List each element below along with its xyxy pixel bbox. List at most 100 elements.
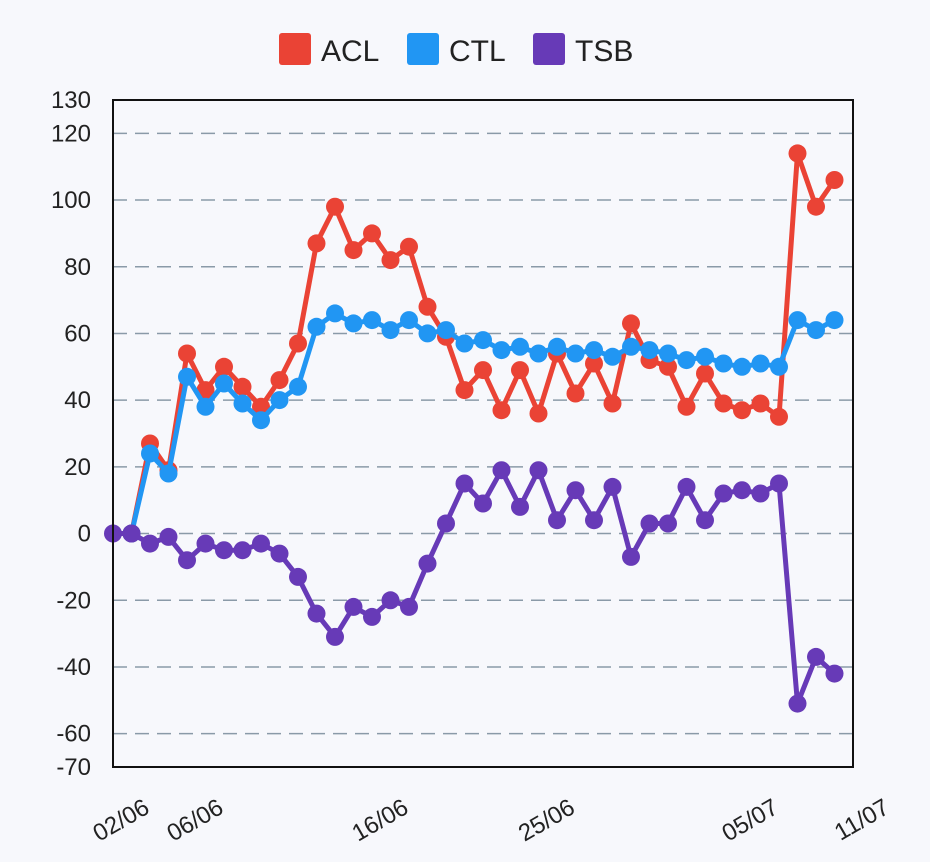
data-point-ctl[interactable] (400, 311, 418, 330)
data-point-acl[interactable] (400, 237, 418, 256)
data-point-acl[interactable] (474, 361, 492, 380)
data-point-tsb[interactable] (122, 524, 141, 543)
data-point-tsb[interactable] (640, 514, 659, 533)
data-point-ctl[interactable] (825, 311, 844, 330)
data-point-ctl[interactable] (788, 311, 807, 330)
data-point-tsb[interactable] (548, 511, 566, 530)
data-point-ctl[interactable] (215, 374, 233, 393)
data-point-acl[interactable] (751, 394, 770, 413)
data-point-acl[interactable] (326, 197, 344, 216)
data-point-ctl[interactable] (603, 347, 622, 366)
data-point-acl[interactable] (492, 401, 511, 420)
data-point-tsb[interactable] (381, 591, 400, 610)
data-point-acl[interactable] (585, 354, 603, 373)
data-point-acl[interactable] (344, 241, 363, 260)
legend-item-ctl[interactable]: CTL (407, 33, 506, 68)
data-point-ctl[interactable] (344, 314, 363, 333)
data-point-acl[interactable] (215, 357, 233, 376)
data-point-ctl[interactable] (566, 344, 585, 363)
data-point-ctl[interactable] (548, 337, 566, 356)
data-point-tsb[interactable] (677, 477, 696, 496)
data-point-ctl[interactable] (511, 337, 529, 356)
data-point-ctl[interactable] (418, 324, 437, 343)
data-point-acl[interactable] (252, 397, 270, 416)
legend-item-tsb[interactable]: TSB (533, 33, 633, 68)
data-point-acl[interactable] (677, 397, 696, 416)
data-point-acl[interactable] (381, 251, 400, 270)
data-point-acl[interactable] (696, 364, 714, 383)
data-point-acl[interactable] (603, 394, 622, 413)
data-point-tsb[interactable] (566, 481, 585, 500)
data-point-ctl[interactable] (178, 367, 196, 386)
data-point-acl[interactable] (455, 381, 474, 400)
data-point-ctl[interactable] (677, 351, 696, 370)
data-point-tsb[interactable] (289, 567, 307, 586)
data-point-ctl[interactable] (455, 334, 474, 353)
data-point-ctl[interactable] (196, 397, 215, 416)
data-point-acl[interactable] (733, 401, 751, 420)
data-point-tsb[interactable] (529, 461, 548, 480)
data-point-tsb[interactable] (825, 664, 844, 683)
data-point-tsb[interactable] (400, 597, 418, 616)
data-point-acl[interactable] (178, 344, 196, 363)
data-point-ctl[interactable] (233, 394, 252, 413)
data-point-acl[interactable] (714, 394, 733, 413)
data-point-ctl[interactable] (159, 464, 178, 483)
data-point-tsb[interactable] (511, 497, 529, 516)
data-point-tsb[interactable] (270, 544, 289, 563)
data-point-tsb[interactable] (696, 511, 714, 530)
data-point-ctl[interactable] (733, 357, 751, 376)
data-point-tsb[interactable] (363, 607, 381, 626)
data-point-tsb[interactable] (326, 627, 344, 646)
data-point-tsb[interactable] (344, 597, 363, 616)
data-point-acl[interactable] (659, 357, 677, 376)
data-point-ctl[interactable] (640, 341, 659, 360)
data-point-ctl[interactable] (751, 354, 770, 373)
data-point-tsb[interactable] (622, 547, 640, 566)
data-point-tsb[interactable] (141, 534, 159, 553)
data-point-tsb[interactable] (807, 647, 825, 666)
data-point-ctl[interactable] (381, 321, 400, 340)
data-point-acl[interactable] (289, 334, 307, 353)
data-point-acl[interactable] (770, 407, 788, 426)
data-point-ctl[interactable] (529, 344, 548, 363)
data-point-ctl[interactable] (289, 377, 307, 396)
data-point-acl[interactable] (270, 371, 289, 390)
data-point-tsb[interactable] (215, 541, 233, 560)
data-point-tsb[interactable] (585, 511, 603, 530)
data-point-ctl[interactable] (696, 347, 714, 366)
data-point-acl[interactable] (418, 297, 437, 316)
data-point-ctl[interactable] (585, 341, 603, 360)
data-point-tsb[interactable] (233, 541, 252, 560)
data-point-tsb[interactable] (418, 554, 437, 573)
data-point-tsb[interactable] (474, 494, 492, 513)
data-point-acl[interactable] (566, 384, 585, 403)
data-point-ctl[interactable] (770, 357, 788, 376)
data-point-ctl[interactable] (492, 341, 511, 360)
data-point-acl[interactable] (307, 234, 326, 253)
data-point-acl[interactable] (196, 381, 215, 400)
data-point-acl[interactable] (622, 314, 640, 333)
data-point-tsb[interactable] (455, 474, 474, 493)
data-point-tsb[interactable] (307, 604, 326, 623)
data-point-ctl[interactable] (622, 337, 640, 356)
data-point-acl[interactable] (233, 377, 252, 396)
data-point-ctl[interactable] (474, 331, 492, 350)
data-point-ctl[interactable] (714, 354, 733, 373)
data-point-ctl[interactable] (807, 321, 825, 340)
data-point-tsb[interactable] (492, 461, 511, 480)
data-point-tsb[interactable] (159, 527, 178, 546)
data-point-acl[interactable] (788, 144, 807, 163)
data-point-ctl[interactable] (437, 321, 455, 340)
data-point-ctl[interactable] (141, 444, 159, 463)
data-point-ctl[interactable] (363, 311, 381, 330)
data-point-ctl[interactable] (252, 411, 270, 430)
data-point-tsb[interactable] (196, 534, 215, 553)
data-point-tsb[interactable] (603, 477, 622, 496)
data-point-tsb[interactable] (437, 514, 455, 533)
data-point-tsb[interactable] (733, 481, 751, 500)
data-point-tsb[interactable] (714, 484, 733, 503)
data-point-acl[interactable] (529, 404, 548, 423)
data-point-ctl[interactable] (270, 391, 289, 410)
data-point-tsb[interactable] (659, 514, 677, 533)
